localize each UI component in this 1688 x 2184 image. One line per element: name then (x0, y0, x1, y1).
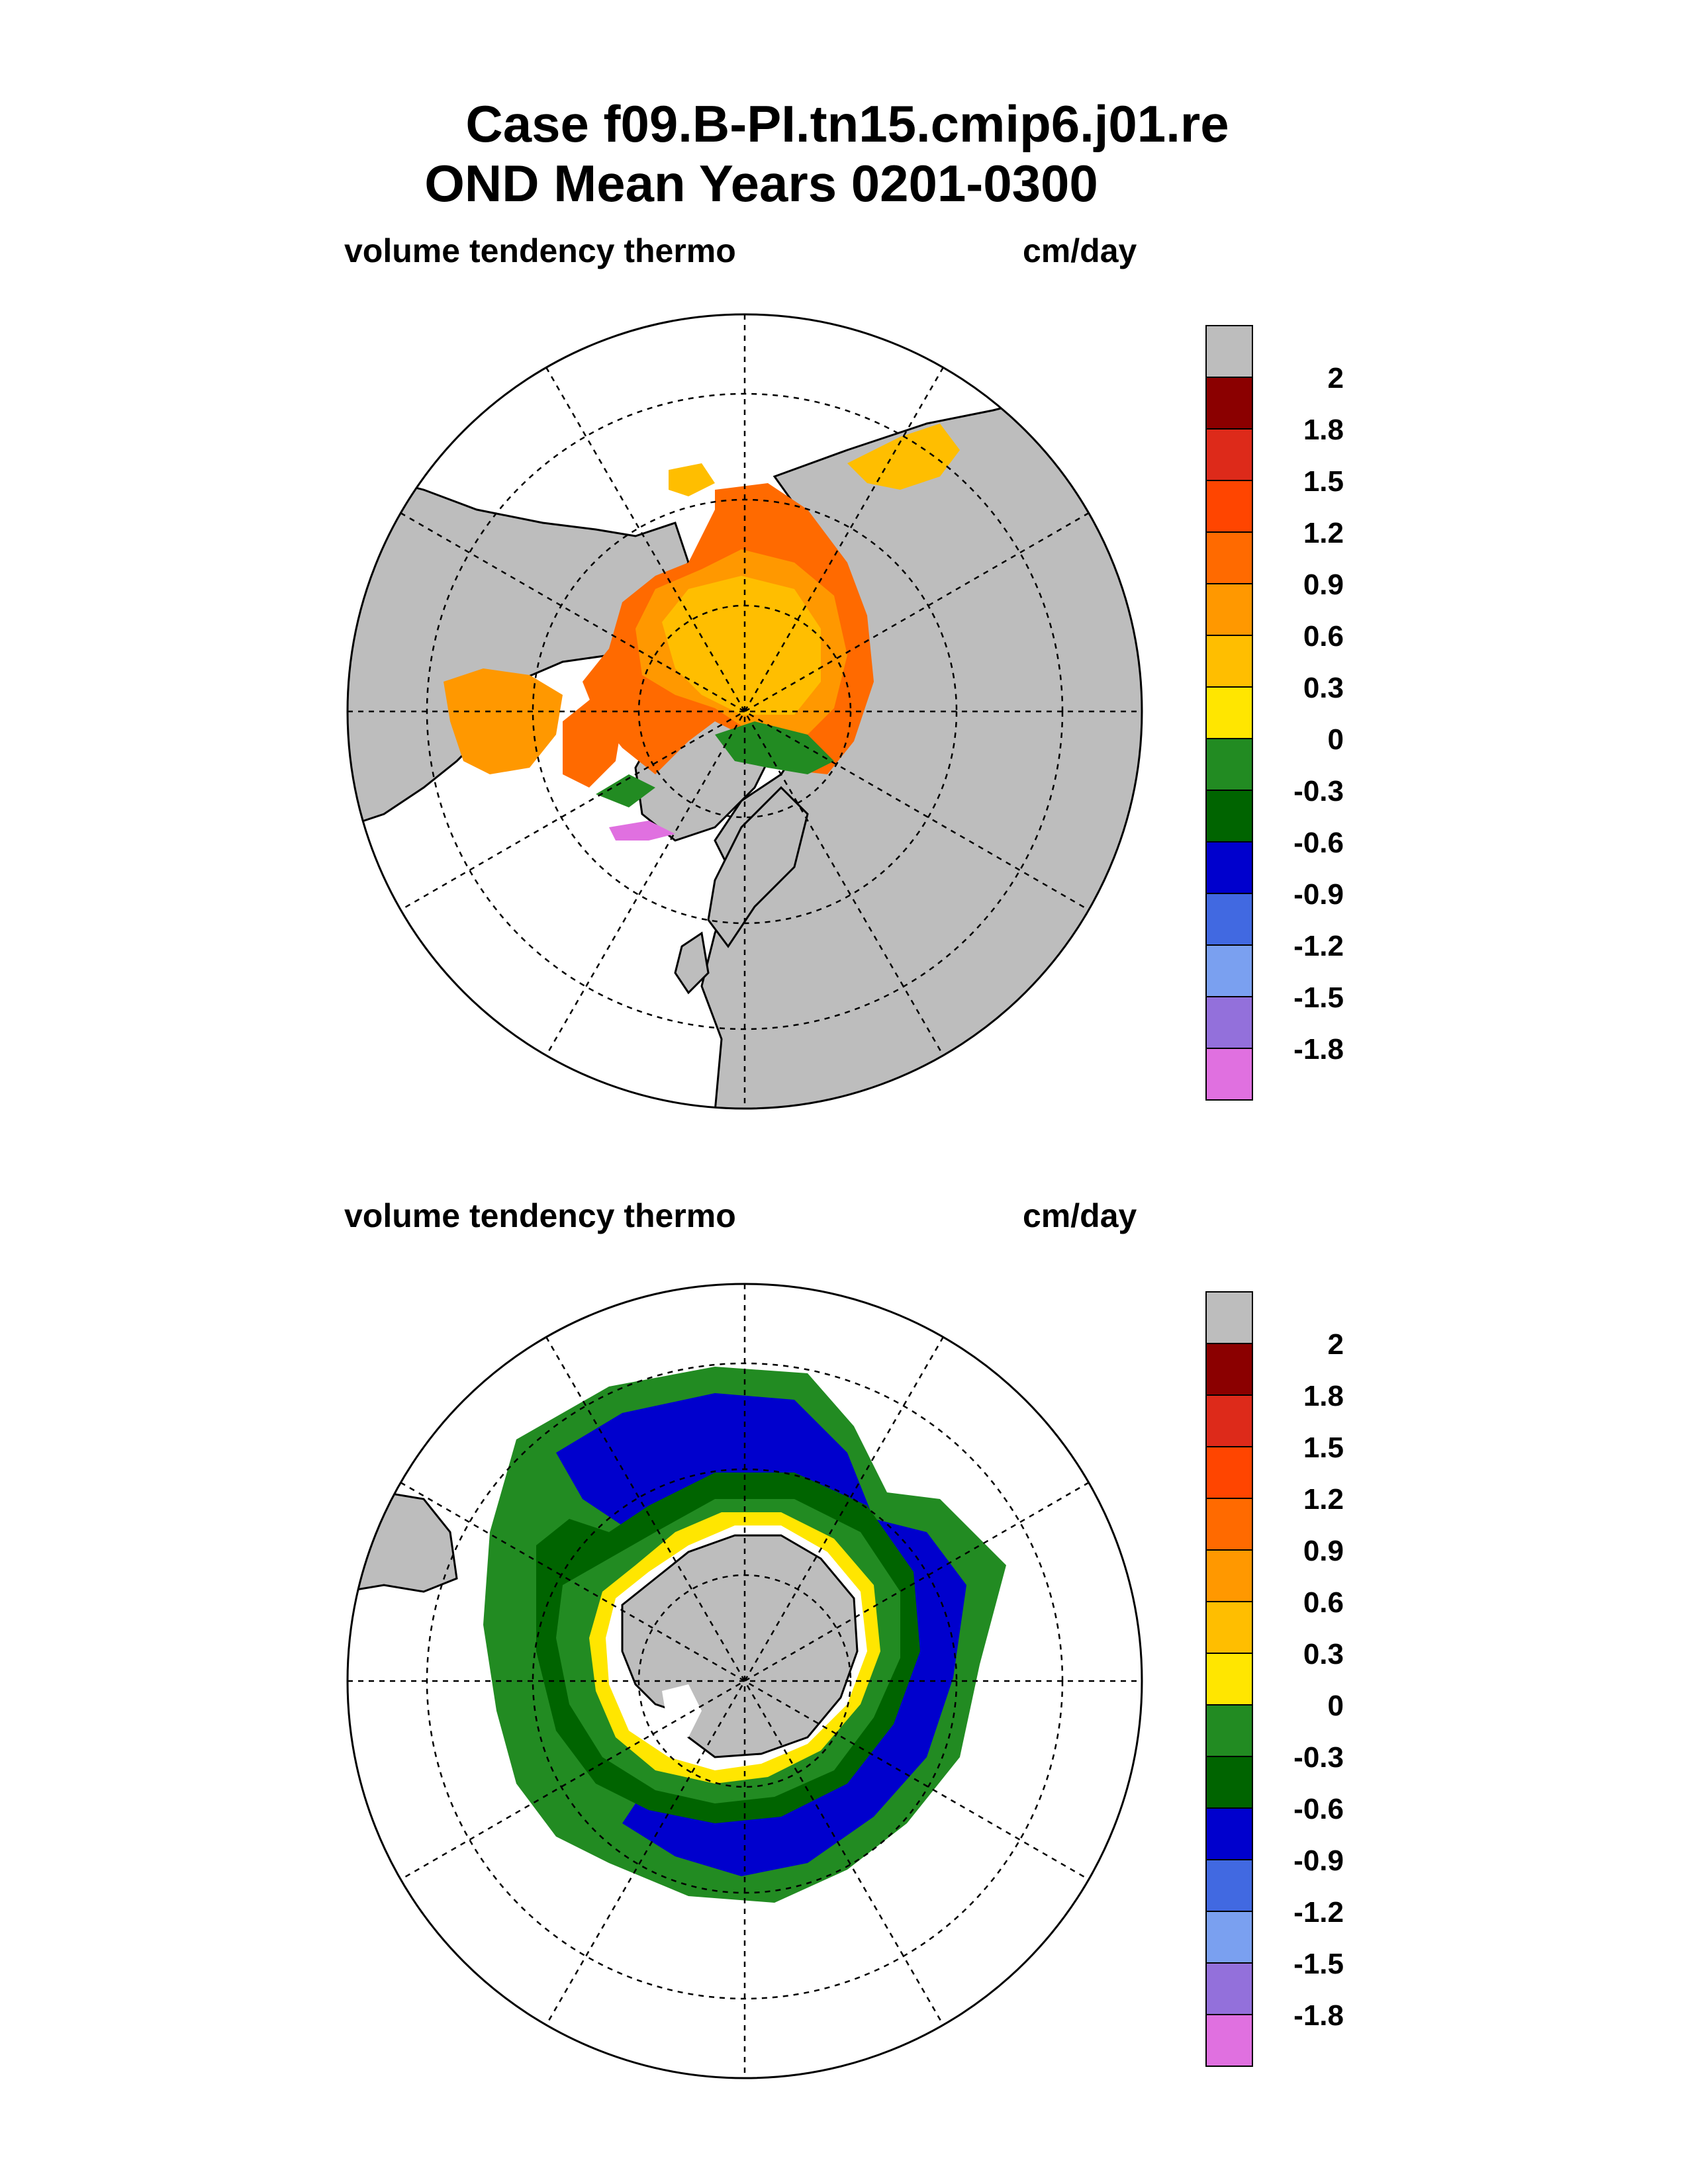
colorbar-label: 0.3 (1303, 672, 1344, 704)
colorbar-swatch (1205, 686, 1253, 739)
colorbar-label: 1.8 (1303, 414, 1344, 446)
labrador-edge-green (596, 774, 655, 807)
colorbar-label: 0 (1328, 1690, 1344, 1722)
colorbar-label: 0.6 (1303, 620, 1344, 653)
colorbar-swatch (1205, 531, 1253, 584)
colorbar-label: -0.9 (1293, 1844, 1344, 1877)
colorbar-label: 0 (1328, 723, 1344, 756)
colorbar-swatch (1205, 841, 1253, 894)
colorbar-swatch (1205, 1446, 1253, 1499)
colorbar-label: 0.9 (1303, 1535, 1344, 1567)
south-colorbar: 2 1.8 1.5 1.2 0.9 0.6 0.3 0 -0.3 -0.6 -0.9 -1.2 -1.5… (1205, 1291, 1344, 2067)
colorbar-label: -1.2 (1293, 930, 1344, 962)
colorbar-swatch (1205, 1653, 1253, 1706)
colorbar-label: 0.6 (1303, 1586, 1344, 1619)
colorbar-swatch (1205, 738, 1253, 791)
colorbar-swatch (1205, 1601, 1253, 1654)
colorbar-swatch (1205, 996, 1253, 1049)
colorbar-swatch (1205, 2014, 1253, 2067)
scandinavia-land (707, 786, 809, 948)
colorbar-label: 2 (1328, 1328, 1344, 1361)
antarctic-map (346, 1283, 1143, 2079)
arctic-ice-core (662, 576, 821, 715)
colorbar-label: -1.8 (1293, 1999, 1344, 2032)
south-panel-units: cm/day (1023, 1197, 1137, 1234)
north-panel-units: cm/day (1023, 232, 1137, 269)
colorbar-label: 0.3 (1303, 1638, 1344, 1670)
colorbar-swatch (1205, 583, 1253, 636)
colorbar-swatch (1205, 790, 1253, 842)
britain-land (674, 931, 710, 995)
colorbar-label: -0.6 (1293, 1793, 1344, 1825)
colorbar-label: -0.6 (1293, 827, 1344, 859)
weddell-gap (662, 1684, 702, 1737)
colorbar-swatch (1205, 1807, 1253, 1860)
colorbar-swatch (1205, 1859, 1253, 1912)
colorbar-swatch (1205, 893, 1253, 946)
colorbar-label: -0.9 (1293, 878, 1344, 911)
colorbar-label: 1.2 (1303, 1483, 1344, 1516)
colorbar-swatch (1205, 1048, 1253, 1101)
colorbar-label: -1.8 (1293, 1033, 1344, 1066)
north-colorbar: 2 1.8 1.5 1.2 0.9 0.6 0.3 0 -0.3 -0.6 -0.9 -1.2 -1.5… (1205, 325, 1344, 1101)
colorbar-swatch (1205, 1291, 1253, 1344)
chukchi-ice (669, 463, 715, 496)
colorbar-label: 0.9 (1303, 569, 1344, 601)
colorbar-swatch (1205, 1756, 1253, 1809)
colorbar-swatch (1205, 428, 1253, 481)
colorbar-label: -0.3 (1293, 775, 1344, 807)
colorbar-swatch (1205, 1911, 1253, 1964)
okhotsk-ice (847, 424, 960, 490)
figure-title-line2: OND Mean Years 0201-0300 (424, 154, 1098, 212)
colorbar-label: -0.3 (1293, 1741, 1344, 1774)
figure-title-line1: Case f09.B-PI.tn15.cmip6.j01.re (465, 95, 1229, 153)
colorbar-swatch (1205, 1498, 1253, 1551)
arctic-map (346, 313, 1143, 1110)
colorbar-label: -1.5 (1293, 981, 1344, 1014)
colorbar-swatch (1205, 1394, 1253, 1447)
colorbar-label: -1.2 (1293, 1896, 1344, 1929)
colorbar-swatch (1205, 1343, 1253, 1396)
colorbar-swatch (1205, 944, 1253, 997)
colorbar-swatch (1205, 1704, 1253, 1757)
colorbar-swatch (1205, 1962, 1253, 2015)
colorbar-swatch (1205, 635, 1253, 688)
baffin-ice (563, 695, 622, 788)
greenland-sea-pink (609, 821, 675, 841)
colorbar-label: 1.5 (1303, 465, 1344, 498)
colorbar-label: 1.5 (1303, 1432, 1344, 1464)
colorbar-swatch (1205, 377, 1253, 430)
colorbar-swatch (1205, 325, 1253, 378)
colorbar-label: 2 (1328, 362, 1344, 394)
colorbar-swatch (1205, 1549, 1253, 1602)
north-panel-title: volume tendency thermo (344, 232, 736, 269)
colorbar-swatch (1205, 480, 1253, 533)
colorbar-label: 1.8 (1303, 1380, 1344, 1412)
colorbar-label: 1.2 (1303, 517, 1344, 549)
colorbar-label: -1.5 (1293, 1948, 1344, 1980)
south-panel-title: volume tendency thermo (344, 1197, 736, 1234)
